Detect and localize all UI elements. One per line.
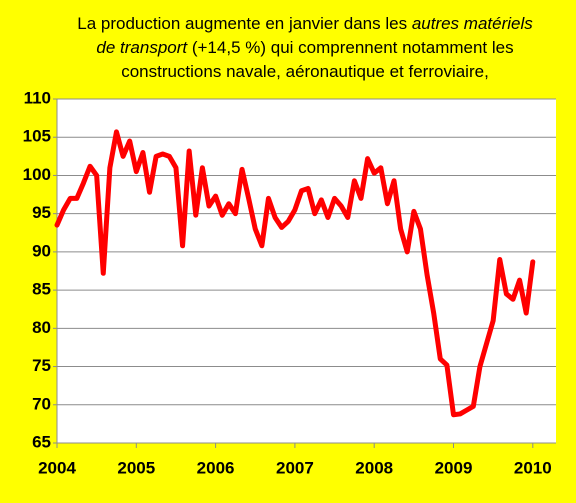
title-text: La production augmente en janvier dans l…: [77, 14, 412, 33]
chart-title: La production augmente en janvier dans l…: [40, 12, 570, 84]
y-tick-label: 105: [23, 127, 51, 146]
y-tick-label: 75: [32, 356, 51, 375]
title-text: autres matériels: [411, 14, 533, 33]
x-tick-label: 2010: [514, 458, 552, 477]
title-line: La production augmente en janvier dans l…: [40, 12, 570, 36]
x-tick-label: 2009: [435, 458, 473, 477]
y-tick-label: 70: [32, 394, 51, 413]
x-tick-label: 2005: [117, 458, 155, 477]
title-line: de transport (+14,5 %) qui comprennent n…: [40, 36, 570, 60]
x-tick-label: 2007: [276, 458, 314, 477]
title-line: constructions navale, aéronautique et fe…: [40, 60, 570, 84]
x-tick-label: 2006: [197, 458, 235, 477]
title-text: constructions navale, aéronautique et fe…: [121, 62, 489, 81]
y-tick-label: 90: [32, 241, 51, 260]
y-tick-label: 95: [32, 203, 51, 222]
y-tick-label: 100: [23, 165, 51, 184]
title-text: (+14,5 %) qui comprennent notamment les: [187, 38, 514, 57]
data-line: [54, 129, 536, 418]
y-tick-label: 80: [32, 318, 51, 337]
x-tick-label: 2008: [355, 458, 393, 477]
title-text: de transport: [96, 38, 188, 57]
y-tick-label: 110: [24, 88, 51, 107]
x-tick-label: 2004: [38, 458, 76, 477]
y-tick-label: 85: [32, 280, 51, 299]
y-tick-label: 65: [32, 432, 51, 451]
